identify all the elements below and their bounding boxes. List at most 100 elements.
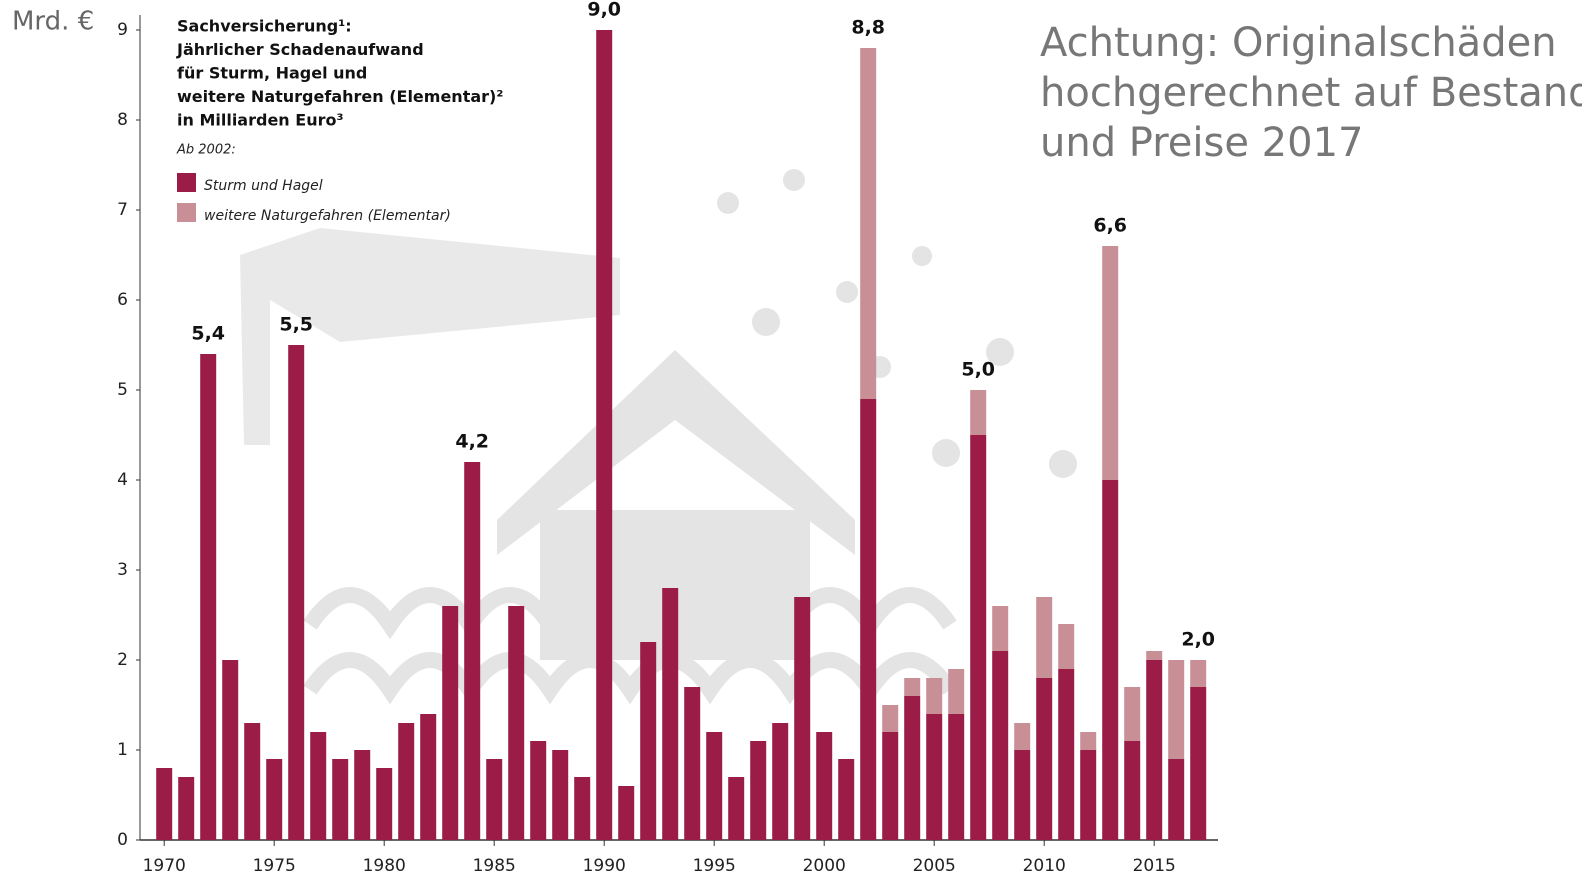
chart-title: für Sturm, Hagel und [177,64,367,83]
y-tick-label: 5 [117,380,128,400]
legend-label: Sturm und Hagel [204,178,323,194]
value-label: 2,0 [1181,629,1215,651]
y-tick-label: 1 [117,740,128,760]
bar [420,714,436,840]
chart-title: in Milliarden Euro³ [177,111,343,130]
bar [618,786,634,840]
value-label: 5,4 [191,323,225,345]
bar [640,642,656,840]
bar [486,759,502,840]
chart-title: Sachversicherung¹: [177,17,352,36]
y-tick-label: 7 [117,200,128,220]
bar [1058,669,1074,840]
bar [222,660,238,840]
x-tick-label: 1980 [363,856,406,876]
x-tick-label: 1985 [473,856,516,876]
bar [354,750,370,840]
bar [266,759,282,840]
legend-swatch [177,203,196,222]
bar [1124,741,1140,840]
value-label: 5,5 [279,314,313,336]
bar [750,741,766,840]
bar [1190,660,1206,687]
note: hochgerechnet auf Bestand [1040,70,1582,116]
bar [1036,678,1052,840]
bar [1146,651,1162,660]
x-tick-label: 1975 [253,856,296,876]
bar [200,354,216,840]
legend-label: weitere Naturgefahren (Elementar) [204,208,451,224]
y-axis-label: Mrd. € [12,7,94,37]
bar [574,777,590,840]
bar [1102,480,1118,840]
bar [992,651,1008,840]
bar [288,345,304,840]
bar [1124,687,1140,741]
bar [244,723,260,840]
bar [882,732,898,840]
bar [706,732,722,840]
bar [552,750,568,840]
legend-swatch [177,173,196,192]
bar [508,606,524,840]
background-illustration [240,169,1077,690]
bar [948,714,964,840]
bar [376,768,392,840]
value-label: 9,0 [587,0,621,21]
bar [1102,246,1118,480]
bar [904,678,920,696]
bar [332,759,348,840]
x-tick-label: 1995 [693,856,736,876]
y-tick-label: 9 [117,20,128,40]
bar [1168,759,1184,840]
bar [1146,660,1162,840]
y-tick-label: 4 [117,470,128,490]
bar [464,462,480,840]
y-tick-label: 6 [117,290,128,310]
bar [530,741,546,840]
x-tick-label: 1970 [143,856,186,876]
bar [772,723,788,840]
subtitle: Ab 2002: [176,143,236,158]
bar [1014,723,1030,750]
bar [1190,687,1206,840]
y-tick-label: 2 [117,650,128,670]
value-label: 6,6 [1093,215,1127,237]
x-tick-label: 2015 [1133,856,1176,876]
x-tick-label: 2000 [803,856,846,876]
bar [310,732,326,840]
value-label: 4,2 [455,431,489,453]
value-label: 8,8 [851,17,885,39]
bar [926,678,942,714]
bar [398,723,414,840]
x-tick-label: 1990 [583,856,626,876]
bar [684,687,700,840]
y-tick-label: 3 [117,560,128,580]
bar [926,714,942,840]
chart: Mrd. € Ab 2002: Sachversicherung¹: Jährli… [0,0,1582,885]
bar [882,705,898,732]
y-tick-label: 0 [117,830,128,850]
bar [1036,597,1052,678]
bar [662,588,678,840]
value-label: 5,0 [961,359,995,381]
chart-title: Jährlicher Schadenaufwand [176,40,424,59]
bar [442,606,458,840]
x-tick-label: 2005 [913,856,956,876]
bar [1080,732,1096,750]
bar [596,30,612,840]
bar [970,435,986,840]
bar [794,597,810,840]
bar [178,777,194,840]
note: und Preise 2017 [1040,120,1363,166]
bar [1014,750,1030,840]
bar [728,777,744,840]
bar [816,732,832,840]
bar [1058,624,1074,669]
bar [970,390,986,435]
bar [860,399,876,840]
bar [1080,750,1096,840]
note: Achtung: Originalschäden [1040,20,1557,66]
chart-title: weitere Naturgefahren (Elementar)² [177,87,503,106]
bar [860,48,876,399]
